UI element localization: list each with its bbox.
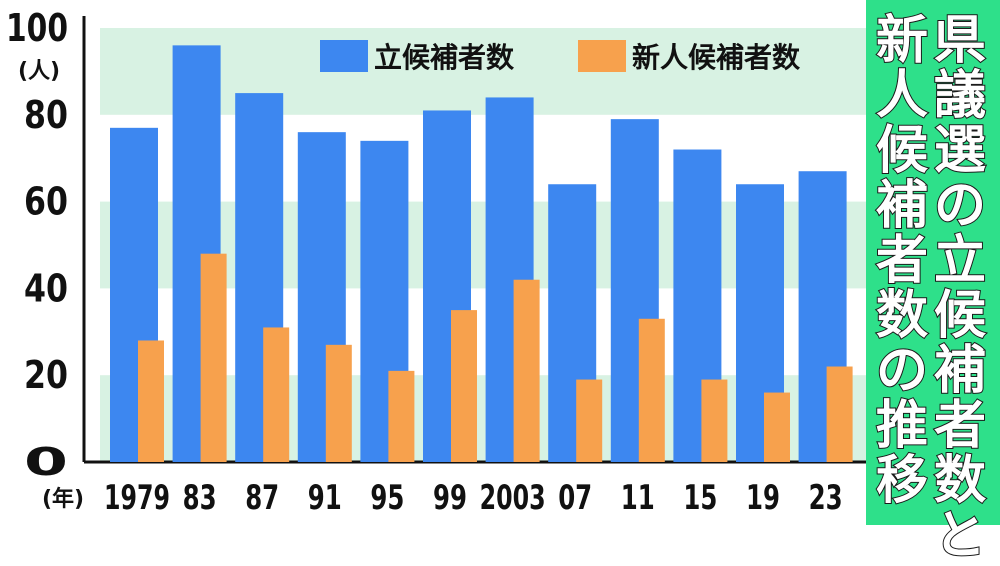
- x-tick-label: 83: [183, 478, 217, 518]
- bar-new-candidates: [200, 253, 227, 462]
- legend-swatch-candidates: [320, 40, 368, 72]
- legend-swatch-new-candidates: [578, 40, 626, 72]
- bar-chart: 0 20 40 60 80 100 (人) 1979 83 87 91 95 99 2003 07 11 15 1…: [6, 6, 866, 518]
- legend-label-new-candidates: 新人候補者数: [632, 41, 801, 74]
- bar-new-candidates: [325, 344, 352, 462]
- bar-new-candidates: [826, 366, 853, 462]
- chart-figure: 0 20 40 60 80 100 (人) 1979 83 87 91 95 99 2003 07 11 15 1…: [6, 0, 1000, 565]
- bar-new-candidates: [764, 392, 790, 462]
- chart-title-panel: 県議選の立候補者数と 新人候補者数の推移: [866, 0, 1000, 565]
- bar-new-candidates: [451, 310, 477, 462]
- bar-new-candidates: [138, 340, 164, 462]
- x-tick-label: 95: [370, 478, 404, 518]
- y-tick-label: 20: [24, 353, 68, 397]
- x-tick-label: 87: [245, 478, 279, 518]
- x-unit-label: (年): [42, 486, 84, 512]
- y-tick-label: 0: [24, 440, 68, 484]
- x-tick-label: 19: [746, 478, 780, 518]
- x-tick-label: 91: [308, 478, 342, 518]
- bar-new-candidates: [263, 327, 290, 462]
- x-tick-label: 23: [809, 478, 843, 518]
- bar-new-candidates: [513, 279, 540, 462]
- y-tick-label: 80: [24, 93, 68, 137]
- x-tick-label: 11: [621, 478, 655, 518]
- title-line-1: 県議選の立候補者数と: [933, 11, 987, 566]
- x-tick-label: 2003: [480, 478, 546, 518]
- title-line-2: 新人候補者数の推移: [875, 11, 929, 511]
- y-tick-label: 40: [24, 266, 68, 310]
- y-unit-label: (人): [18, 59, 60, 84]
- x-tick-label: 07: [558, 478, 592, 518]
- bar-new-candidates: [576, 379, 603, 462]
- x-tick-label: 1979: [104, 478, 170, 518]
- grid-band: [100, 28, 866, 115]
- legend-label-candidates: 立候補者数: [374, 41, 515, 74]
- x-tick-label: 15: [683, 478, 717, 518]
- bar-new-candidates: [388, 370, 415, 462]
- bar-new-candidates: [701, 379, 728, 462]
- bar-new-candidates: [638, 318, 665, 462]
- x-tick-label: 99: [433, 478, 467, 518]
- y-tick-label: 100: [6, 6, 68, 50]
- y-tick-label: 60: [24, 180, 68, 224]
